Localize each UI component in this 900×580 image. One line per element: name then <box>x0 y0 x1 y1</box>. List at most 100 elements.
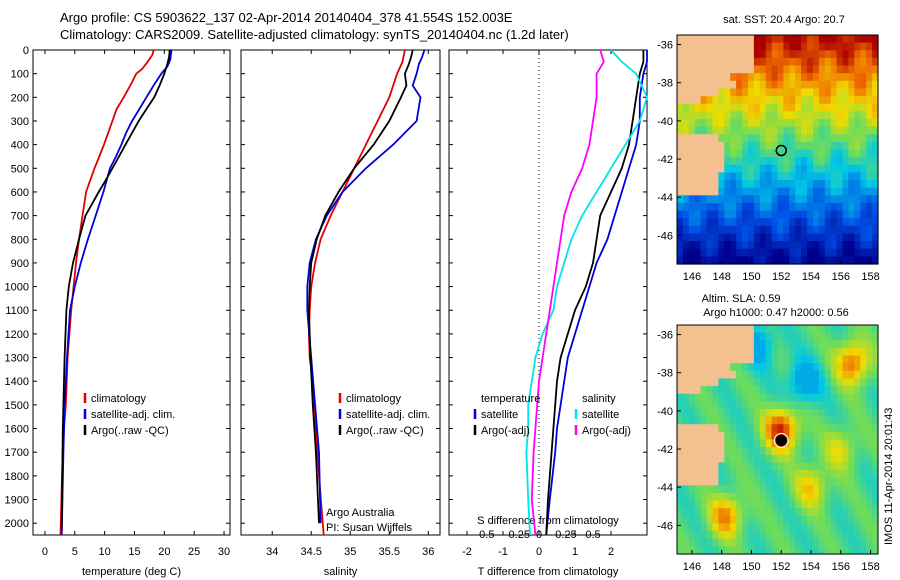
map-cell <box>688 470 696 479</box>
map-cell <box>742 355 749 364</box>
map-cell <box>765 386 773 395</box>
map-cell <box>813 332 820 341</box>
map-cell <box>830 57 838 67</box>
map-cell <box>753 141 761 151</box>
map-cell <box>706 325 714 334</box>
map-cell <box>872 508 879 517</box>
map-cell <box>860 416 867 425</box>
map-cell <box>866 50 873 59</box>
map-cell <box>854 347 861 357</box>
series-line-argo_s <box>530 49 605 536</box>
map-cell <box>712 50 719 59</box>
map-cell <box>718 439 725 448</box>
map-cell <box>818 195 826 204</box>
map-cell <box>848 210 855 219</box>
map-cell <box>724 248 731 257</box>
map-cell <box>759 134 767 143</box>
map-cell <box>824 225 832 234</box>
map-cell <box>765 202 773 212</box>
map-cell <box>682 210 690 219</box>
map-cell <box>795 378 802 387</box>
map-cell <box>777 50 784 59</box>
map-cell <box>771 546 779 555</box>
map-cell <box>836 65 844 74</box>
map-cell <box>718 202 725 212</box>
map-cell <box>742 523 749 532</box>
map-cell <box>706 462 714 471</box>
map-y-tick-label: -38 <box>657 368 673 380</box>
map-cell <box>694 454 702 463</box>
map-cell <box>807 470 814 479</box>
map-cell <box>842 210 849 219</box>
map-cell <box>795 202 802 212</box>
map-cell <box>777 103 784 112</box>
map-cell <box>795 241 802 250</box>
map-cell <box>712 523 719 532</box>
map-sla-title: Altim. SLA: 0.59 <box>702 293 781 305</box>
map-cell <box>706 180 714 189</box>
map-cell <box>736 485 743 494</box>
map-cell <box>682 393 690 402</box>
map-cell <box>813 50 820 59</box>
map-cell <box>730 370 737 379</box>
map-cell <box>682 164 690 173</box>
x-tick-label-salinity: 0.25 <box>555 529 576 541</box>
map-cell <box>694 378 702 387</box>
map-cell <box>706 500 714 509</box>
map-cell <box>795 218 802 227</box>
map-cell <box>682 88 690 97</box>
map-cell <box>795 111 802 120</box>
map-cell <box>706 378 714 387</box>
map-cell <box>700 119 708 128</box>
legend-diff-t-sat-label: satellite <box>481 409 518 421</box>
map-cell <box>712 187 719 196</box>
map-cell <box>842 195 849 204</box>
map-cell <box>677 218 684 227</box>
map-cell <box>860 119 867 128</box>
map-cell <box>836 439 844 448</box>
map-cell <box>866 393 873 402</box>
map-cell <box>753 477 761 486</box>
map-cell <box>818 149 826 158</box>
x-tick-label: -2 <box>462 546 472 558</box>
map-cell <box>700 134 708 143</box>
map-cell <box>795 126 802 135</box>
map-cell <box>765 416 773 425</box>
map-cell <box>789 103 796 112</box>
map-cell <box>842 386 849 395</box>
map-cell <box>759 35 767 44</box>
series-line-argo <box>307 49 414 524</box>
map-cell <box>736 431 743 441</box>
map-cell <box>842 531 849 540</box>
map-cell <box>860 515 867 524</box>
map-cell <box>795 42 802 51</box>
map-cell <box>742 225 749 234</box>
map-cell <box>753 80 761 89</box>
map-cell <box>771 325 779 334</box>
map-cell <box>712 42 719 51</box>
map-cell <box>682 409 690 418</box>
map-cell <box>718 347 725 357</box>
map-cell <box>818 416 826 425</box>
map-cell <box>777 241 784 250</box>
map-cell <box>682 225 690 234</box>
map-cell <box>830 80 838 89</box>
map-cell <box>742 210 749 219</box>
map-cell <box>872 485 879 494</box>
map-cell <box>783 73 790 82</box>
map-cell <box>801 332 808 341</box>
map-sst-title: sat. SST: 20.4 Argo: 20.7 <box>723 14 845 26</box>
map-cell <box>677 149 684 158</box>
map-cell <box>765 424 773 433</box>
map-cell <box>824 42 832 51</box>
map-cell <box>736 332 743 341</box>
map-cell <box>706 393 714 402</box>
map-cell <box>824 35 832 44</box>
map-cell <box>848 241 855 250</box>
map-cell <box>712 546 719 555</box>
map-cell <box>694 134 702 143</box>
map-cell <box>854 103 861 112</box>
map-cell <box>842 538 849 547</box>
map-cell <box>848 65 855 74</box>
map-cell <box>866 172 873 181</box>
